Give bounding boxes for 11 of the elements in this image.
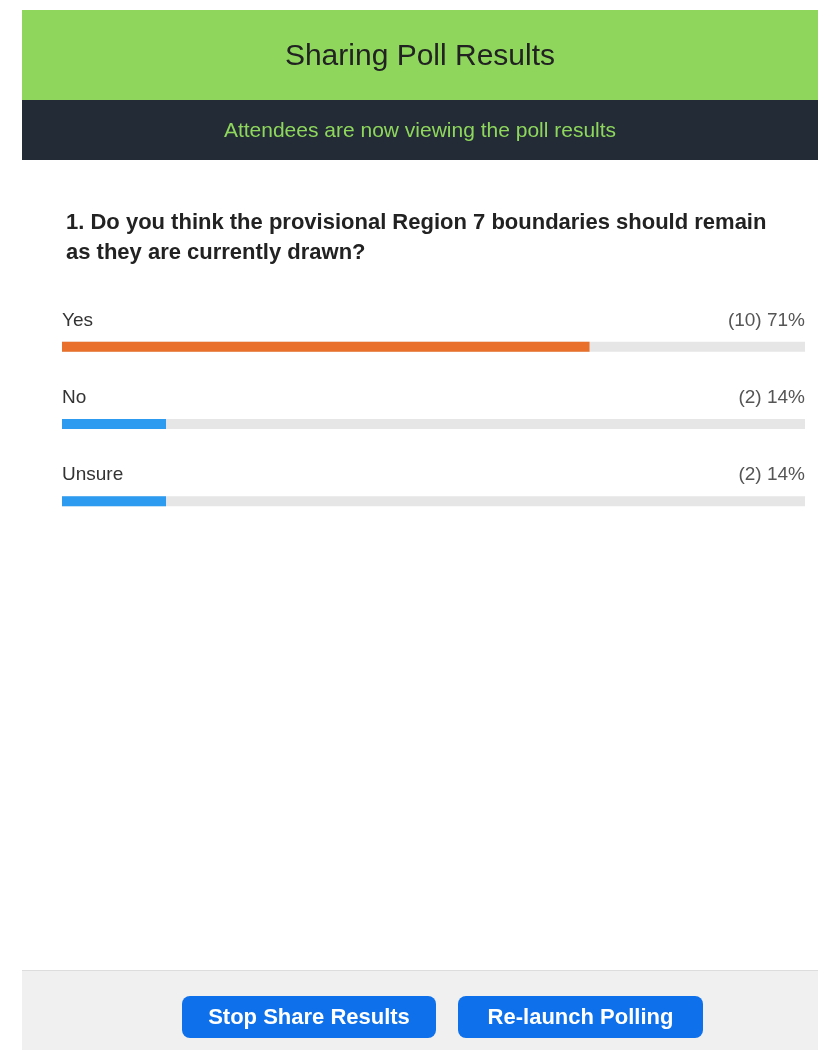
data-label: (2) 14% [738, 463, 806, 485]
chart-title: Sharing Poll Results [22, 10, 818, 100]
data-label: (10) 71% [727, 308, 806, 330]
text: Re-launch Polling [458, 996, 703, 1038]
text: Stop Share Results [182, 996, 436, 1038]
y-tick-label: No [62, 386, 87, 407]
y-tick-label: Unsure [62, 463, 124, 485]
y-tick-label: Yes [62, 308, 93, 330]
data-label: (2) 14% [738, 386, 806, 407]
text: 1. Do you think the provisional Region 7 boundaries should remain as they are currently drawn? [66, 208, 768, 266]
chart-subtitle: Attendees are now viewing the poll results [22, 100, 818, 160]
